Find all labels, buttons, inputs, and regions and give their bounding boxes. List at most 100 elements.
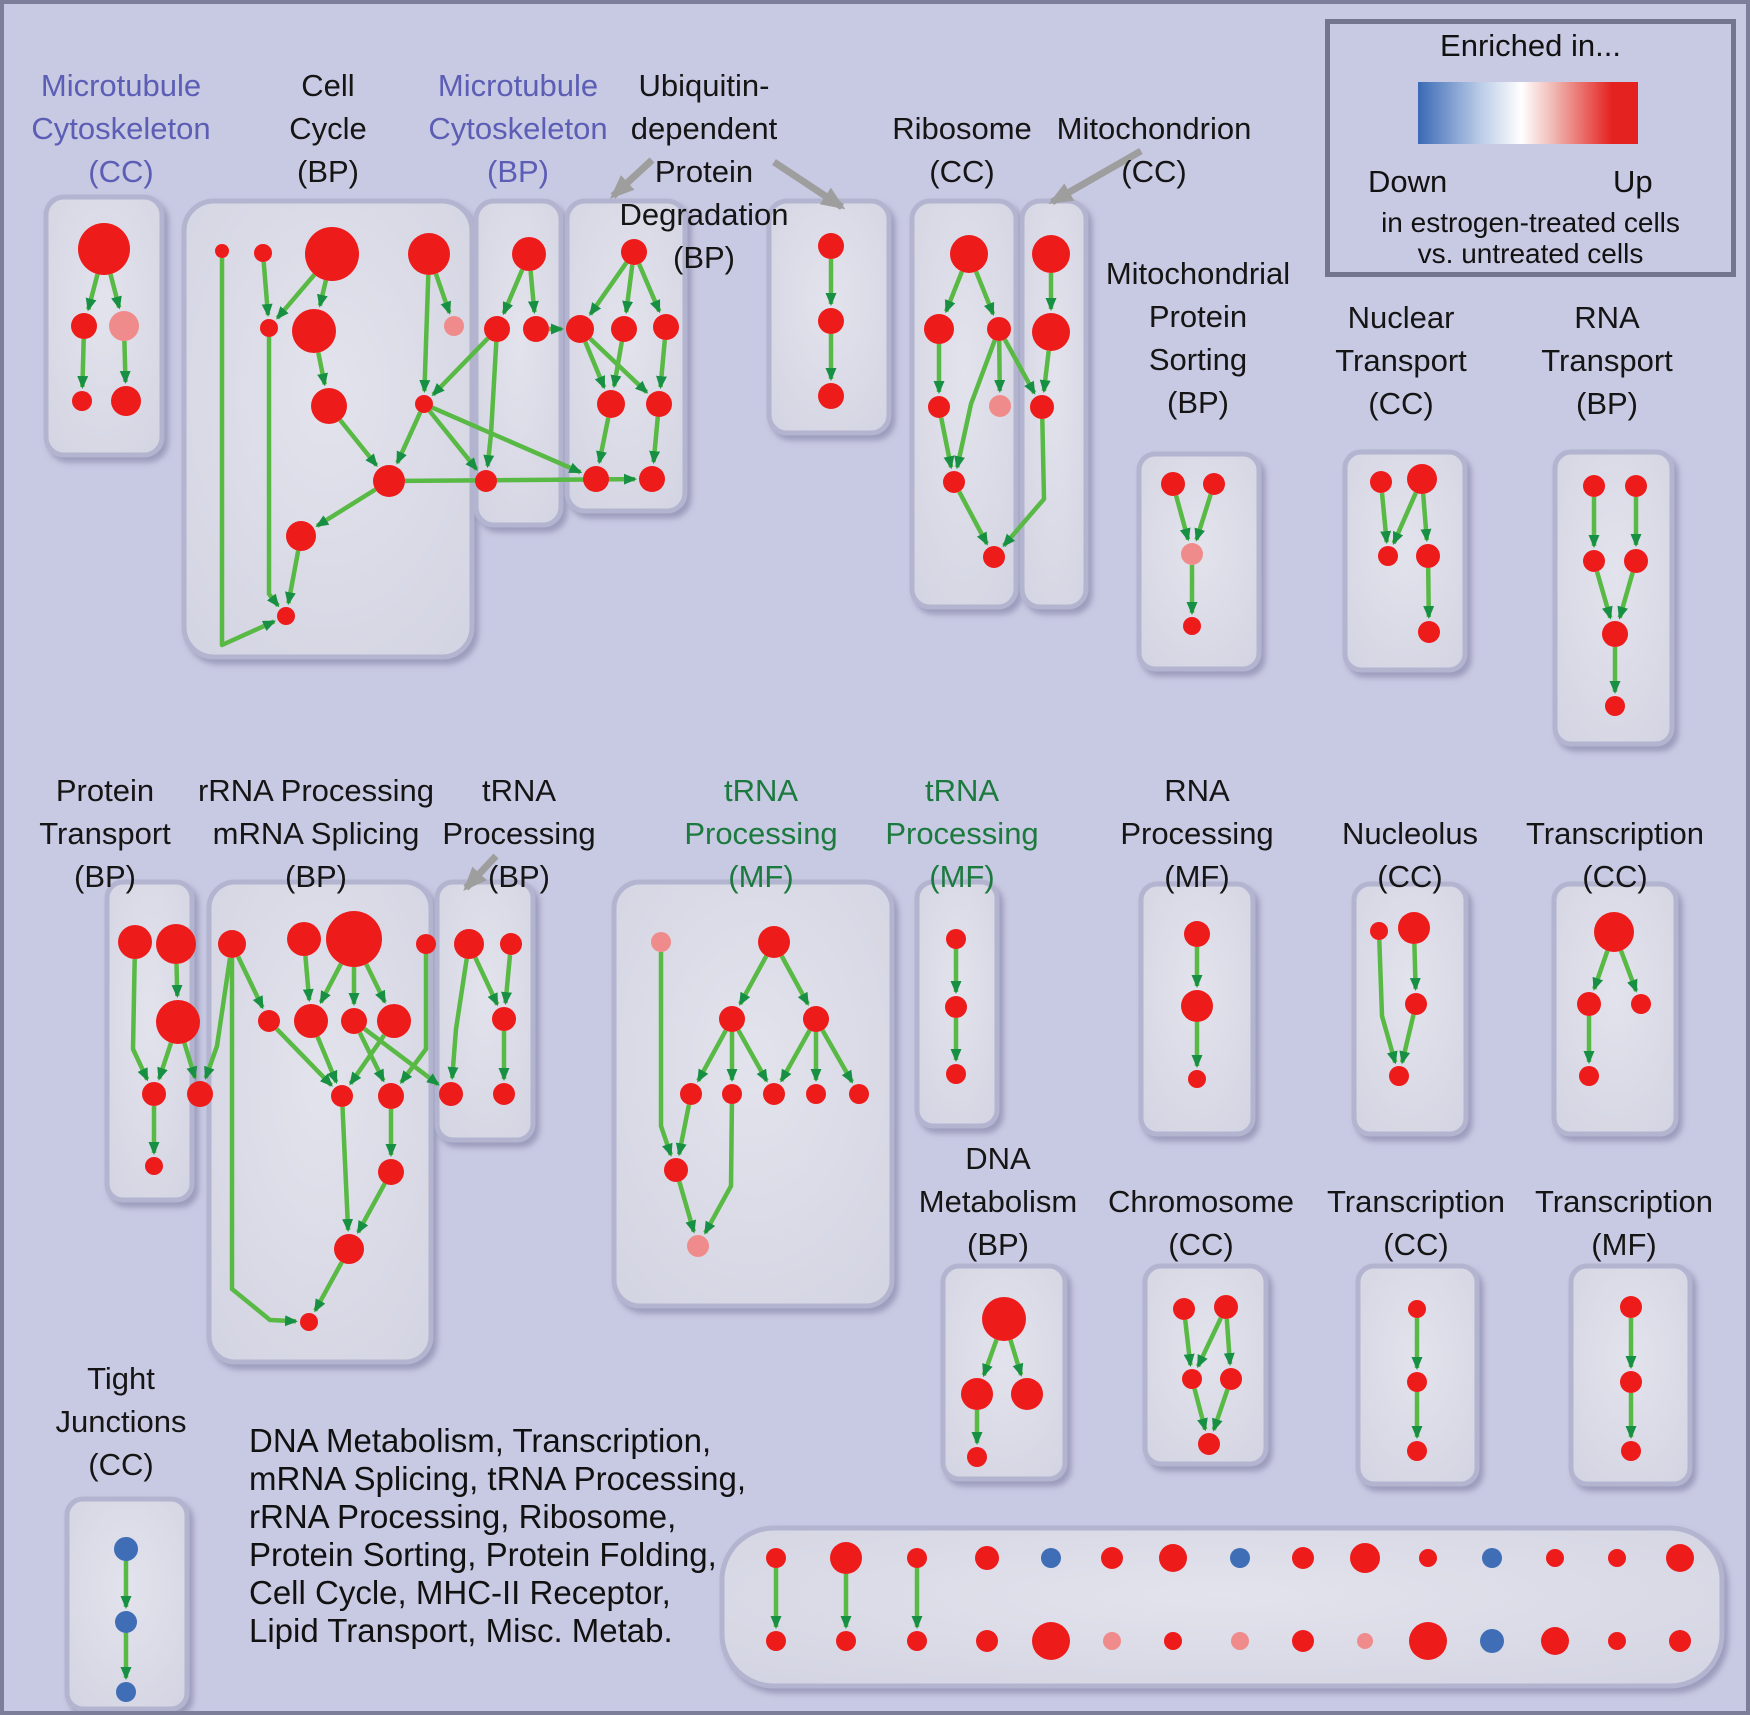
go-term-node — [818, 308, 844, 334]
go-term-node — [305, 227, 359, 281]
go-term-node — [1101, 1547, 1123, 1569]
edge-arrow — [1594, 570, 1613, 620]
go-term-node — [1011, 1378, 1043, 1410]
go-term-node — [415, 395, 433, 413]
go-term-node — [475, 470, 497, 492]
go-term-node — [334, 1234, 364, 1264]
label-pointer-arrow — [610, 157, 655, 199]
edge-arrow — [596, 417, 611, 465]
edge-arrow — [1618, 949, 1639, 993]
misc-terms-text: DNA Metabolism, Transcription, mRNA Spli… — [249, 1422, 747, 1649]
go-term-node — [1624, 549, 1648, 573]
go-term-node — [439, 1082, 463, 1106]
go-term-node — [1182, 1369, 1202, 1389]
legend-up-label: Up — [1613, 164, 1653, 199]
edge-arrow — [1399, 1014, 1416, 1065]
go-term-node — [294, 1004, 328, 1038]
edge-arrow — [736, 1029, 769, 1083]
go-term-node — [78, 223, 130, 275]
edge-arrow — [1192, 1388, 1208, 1432]
edge-arrow — [1194, 493, 1213, 542]
go-term-node — [115, 1611, 137, 1633]
edge-arrow — [1409, 943, 1421, 991]
go-term-node — [454, 929, 484, 959]
edge-arrow — [338, 418, 379, 467]
edge-arrow — [779, 1029, 812, 1083]
go-term-node — [1418, 621, 1440, 643]
edge-arrow — [1002, 338, 1037, 395]
go-term-node — [946, 929, 966, 949]
edge-arrow — [229, 958, 298, 1327]
go-term-node — [1220, 1368, 1242, 1390]
go-term-node — [187, 1081, 213, 1107]
go-term-node — [1292, 1547, 1314, 1569]
go-term-node — [1583, 475, 1605, 497]
go-term-node — [300, 1313, 318, 1331]
edge-arrow — [77, 338, 89, 389]
go-term-node — [924, 314, 954, 344]
go-term-node — [943, 471, 965, 493]
edge-arrow — [1195, 1316, 1223, 1369]
edge-arrow — [302, 955, 314, 1003]
go-term-node — [71, 313, 97, 339]
go-term-node — [987, 317, 1011, 341]
edge-arrow — [1039, 350, 1051, 394]
edge-arrow — [1592, 950, 1610, 991]
go-term-node — [928, 396, 950, 418]
go-term-node — [111, 386, 141, 416]
go-term-node — [945, 996, 967, 1018]
go-term-node — [416, 934, 436, 954]
go-term-node — [1546, 1549, 1564, 1567]
go-term-node — [763, 1083, 785, 1105]
go-term-node — [907, 1548, 927, 1568]
go-term-node — [719, 1006, 745, 1032]
go-term-node — [109, 311, 139, 341]
go-term-node — [326, 911, 382, 967]
go-term-node — [1620, 1371, 1642, 1393]
legend-title: Enriched in... — [1440, 28, 1621, 63]
go-term-node — [1594, 912, 1634, 952]
go-term-node — [512, 237, 546, 271]
edge-arrow — [656, 339, 668, 390]
go-term-node — [611, 316, 637, 342]
go-term-node — [1409, 1622, 1447, 1660]
go-term-node — [1408, 1300, 1426, 1318]
go-term-node — [260, 319, 278, 337]
edge-arrow — [779, 954, 810, 1006]
edge-arrow — [696, 1029, 728, 1083]
edge-arrow — [1617, 571, 1635, 620]
go-term-node — [1214, 1295, 1238, 1319]
legend-subtitle-line1: in estrogen-treated cells — [1381, 207, 1680, 238]
go-term-node — [989, 395, 1011, 417]
edge-arrow — [447, 958, 469, 1080]
go-term-node — [849, 1084, 869, 1104]
go-term-node — [687, 1235, 709, 1257]
edge-arrow — [266, 337, 280, 608]
edge-arrow — [1423, 567, 1435, 619]
go-term-node — [621, 239, 647, 265]
go-term-node — [1389, 1066, 1409, 1086]
go-term-node — [408, 233, 450, 275]
edge-arrow — [315, 487, 377, 528]
edge-arrow — [610, 341, 625, 389]
go-term-node — [651, 932, 671, 952]
edge-arrow — [738, 954, 769, 1006]
cell-cycle-box — [181, 198, 475, 660]
go-term-node — [1407, 464, 1437, 494]
edge-arrow — [675, 1104, 692, 1157]
go-term-node — [378, 1159, 404, 1185]
go-term-node — [1405, 993, 1427, 1015]
go-term-node — [1666, 1544, 1694, 1572]
edge-arrow — [1211, 1388, 1230, 1432]
go-term-node — [277, 607, 295, 625]
edge-arrow — [583, 341, 607, 390]
go-term-node — [975, 1546, 999, 1570]
go-term-node — [1032, 235, 1070, 273]
go-term-node — [946, 1064, 966, 1084]
edge-arrow — [658, 952, 673, 1157]
go-term-node — [1032, 313, 1070, 351]
go-term-node — [1181, 990, 1213, 1022]
edge-arrow — [974, 270, 996, 316]
go-term-node — [1103, 1632, 1121, 1650]
